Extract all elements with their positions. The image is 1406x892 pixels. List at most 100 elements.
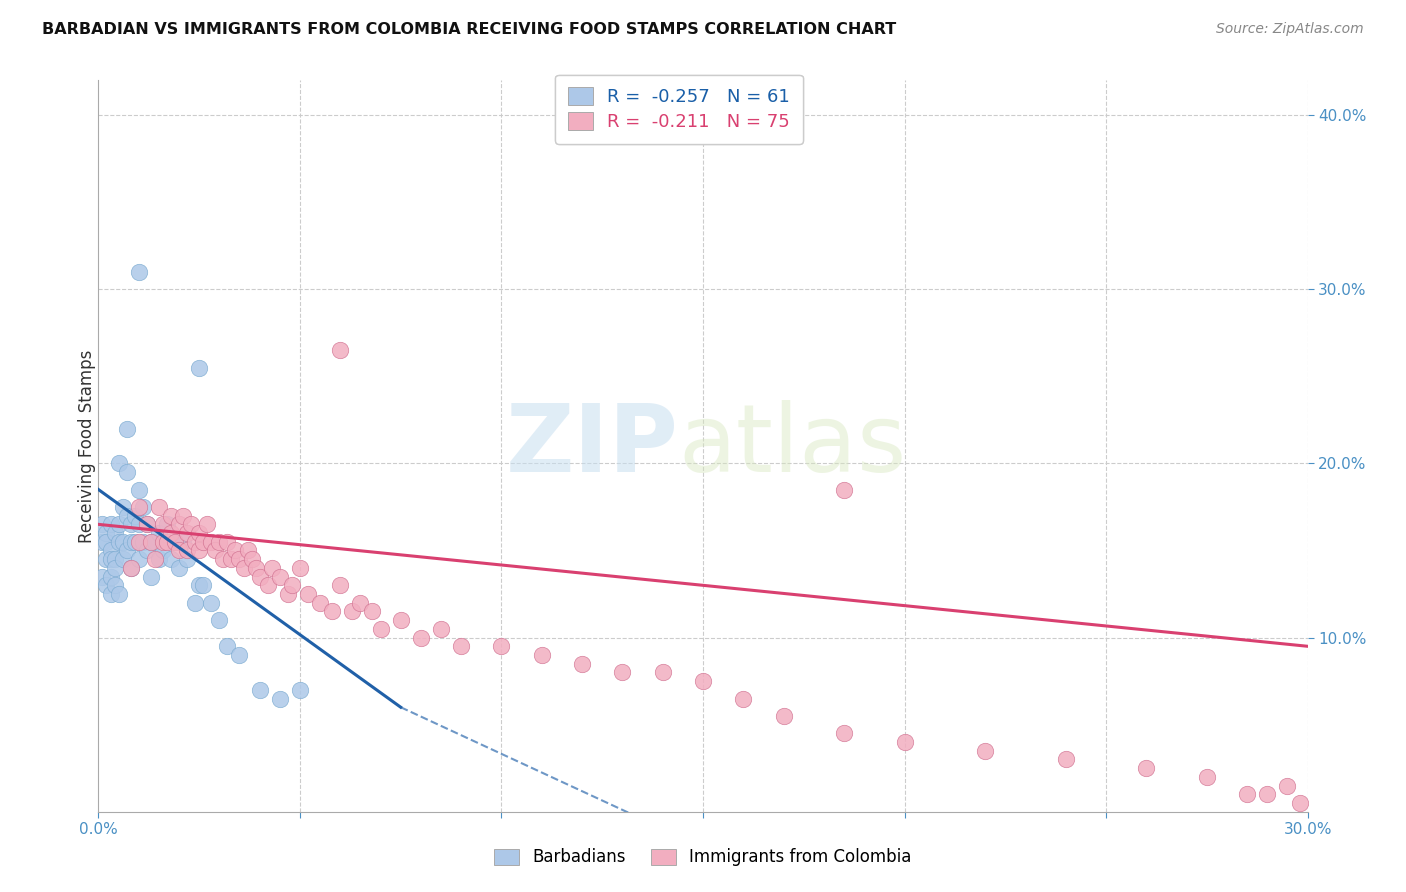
Point: [152, 534, 174, 549]
Point: [180, 517, 202, 532]
Point: [193, 534, 215, 549]
Point: [152, 543, 174, 558]
Point: [208, 534, 231, 549]
Point: [188, 526, 211, 541]
Point: [450, 640, 472, 654]
Point: [143, 534, 166, 549]
Point: [91, 517, 114, 532]
Point: [176, 526, 198, 541]
Point: [260, 561, 283, 575]
Point: [370, 622, 392, 636]
Point: [1195, 770, 1218, 784]
Legend: R =  -0.257   N = 61, R =  -0.211   N = 75: R = -0.257 N = 61, R = -0.211 N = 75: [555, 75, 803, 144]
Point: [120, 517, 142, 532]
Point: [148, 500, 170, 514]
Point: [128, 483, 150, 497]
Point: [148, 526, 170, 541]
Point: [188, 360, 211, 375]
Point: [184, 596, 207, 610]
Point: [107, 587, 129, 601]
Point: [120, 561, 142, 575]
Point: [277, 587, 299, 601]
Point: [692, 674, 714, 689]
Point: [160, 508, 183, 523]
Point: [103, 552, 125, 566]
Point: [135, 517, 157, 532]
Point: [160, 552, 183, 566]
Point: [1256, 787, 1278, 801]
Point: [733, 691, 755, 706]
Point: [224, 543, 246, 558]
Point: [221, 552, 243, 566]
Point: [156, 517, 179, 532]
Point: [208, 613, 231, 627]
Point: [249, 569, 271, 583]
Point: [139, 534, 162, 549]
Y-axis label: Receiving Food Stamps: Receiving Food Stamps: [79, 350, 96, 542]
Point: [103, 561, 125, 575]
Point: [281, 578, 304, 592]
Point: [217, 534, 239, 549]
Point: [1236, 787, 1258, 801]
Point: [974, 744, 997, 758]
Point: [389, 613, 412, 627]
Point: [120, 561, 142, 575]
Point: [491, 640, 513, 654]
Point: [132, 534, 155, 549]
Point: [148, 552, 170, 566]
Point: [167, 561, 190, 575]
Point: [107, 457, 129, 471]
Point: [103, 526, 125, 541]
Point: [100, 569, 122, 583]
Point: [100, 517, 122, 532]
Point: [115, 543, 138, 558]
Point: [91, 569, 114, 583]
Point: [309, 596, 332, 610]
Point: [172, 534, 194, 549]
Point: [217, 640, 239, 654]
Point: [156, 534, 179, 549]
Point: [832, 726, 855, 740]
Text: Source: ZipAtlas.com: Source: ZipAtlas.com: [1216, 22, 1364, 37]
Point: [349, 596, 371, 610]
Point: [193, 578, 215, 592]
Point: [236, 543, 259, 558]
Point: [195, 517, 218, 532]
Point: [1277, 779, 1299, 793]
Point: [91, 534, 114, 549]
Point: [115, 465, 138, 479]
Point: [361, 604, 384, 618]
Point: [297, 587, 319, 601]
Point: [115, 508, 138, 523]
Point: [111, 500, 134, 514]
Point: [100, 543, 122, 558]
Point: [184, 534, 207, 549]
Point: [107, 534, 129, 549]
Point: [1054, 752, 1077, 766]
Point: [288, 561, 311, 575]
Point: [96, 552, 118, 566]
Point: [188, 543, 211, 558]
Point: [128, 552, 150, 566]
Point: [128, 500, 150, 514]
Point: [329, 343, 352, 358]
Point: [342, 604, 364, 618]
Point: [204, 543, 226, 558]
Point: [111, 534, 134, 549]
Point: [651, 665, 673, 680]
Point: [128, 517, 150, 532]
Point: [172, 508, 194, 523]
Point: [269, 691, 291, 706]
Point: [163, 534, 186, 549]
Point: [321, 604, 343, 618]
Point: [96, 578, 118, 592]
Point: [530, 648, 553, 662]
Point: [128, 534, 150, 549]
Point: [232, 561, 254, 575]
Point: [228, 648, 250, 662]
Point: [1288, 796, 1310, 810]
Point: [115, 421, 138, 435]
Point: [329, 578, 352, 592]
Point: [240, 552, 263, 566]
Point: [200, 596, 222, 610]
